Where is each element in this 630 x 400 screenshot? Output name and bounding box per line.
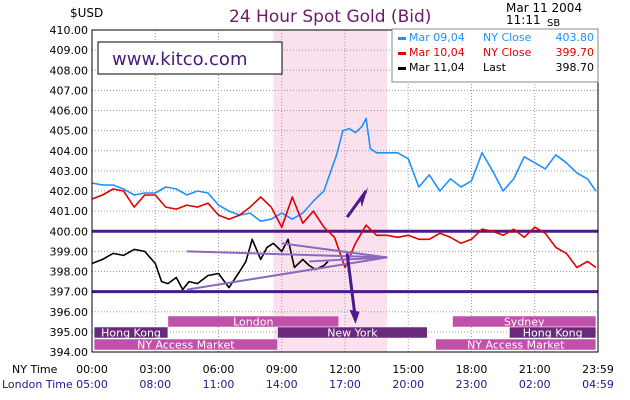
legend-box bbox=[391, 28, 599, 83]
x-tick-london-label: 14:00 bbox=[266, 378, 298, 391]
session-label: New York bbox=[327, 327, 378, 340]
session-bar bbox=[93, 338, 278, 351]
session-label: Sydney bbox=[504, 316, 545, 329]
session-label: Hong Kong bbox=[523, 327, 583, 340]
chart-title: 24 Hour Spot Gold (Bid) bbox=[229, 7, 431, 27]
x-tick-ny-label: 18:00 bbox=[456, 363, 488, 376]
y-tick-label: 396.00 bbox=[50, 306, 89, 319]
legend-date: Mar 11,04 bbox=[409, 61, 465, 74]
session-label: NY Access Market bbox=[137, 339, 235, 352]
x-tick-ny-label: 23:59 bbox=[582, 363, 614, 376]
y-tick-label: 405.00 bbox=[50, 125, 89, 138]
breakout-down-line bbox=[345, 253, 358, 320]
y-tick-label: 394.00 bbox=[50, 346, 89, 359]
y-tick-label: 407.00 bbox=[50, 84, 89, 97]
y-tick-label: 401.00 bbox=[50, 205, 89, 218]
date-label: Mar 11 2004 bbox=[506, 1, 582, 15]
x-tick-london-label: 23:00 bbox=[456, 378, 488, 391]
legend-kind: NY Close bbox=[483, 46, 532, 59]
session-bar bbox=[277, 326, 428, 339]
session-bar bbox=[93, 326, 169, 339]
legend-value: 399.70 bbox=[556, 46, 595, 59]
time-label: 11:11 bbox=[506, 13, 541, 27]
source-code-label: SB bbox=[547, 18, 560, 29]
legend-date: Mar 10,04 bbox=[409, 46, 465, 59]
legend-kind: Last bbox=[483, 61, 507, 74]
session-label: NY Access Market bbox=[467, 339, 565, 352]
london-time-axis-label: London Time bbox=[2, 378, 73, 391]
x-tick-ny-label: 12:00 bbox=[329, 363, 361, 376]
watermark-text: www.kitco.com bbox=[112, 49, 247, 70]
session-bar bbox=[509, 326, 597, 339]
session-bar bbox=[167, 315, 339, 328]
x-tick-ny-label: 06:00 bbox=[203, 363, 235, 376]
market-sessions: London Hong Kong New York NY Access Market S… bbox=[93, 315, 597, 352]
support-lines bbox=[92, 229, 598, 294]
y-tick-label: 409.00 bbox=[50, 44, 89, 57]
price-series bbox=[91, 117, 597, 291]
x-tick-london-label: 11:00 bbox=[203, 378, 235, 391]
y-tick-label: 408.00 bbox=[50, 64, 89, 77]
x-axis-ticks: 00:00 05:00 03:00 08:00 06:00 11:00 09:00 14:00… bbox=[76, 363, 614, 391]
x-tick-london-label: 20:00 bbox=[392, 378, 424, 391]
y-tick-label: 400.00 bbox=[50, 225, 89, 238]
y-tick-label: 395.00 bbox=[50, 326, 89, 339]
x-tick-london-label: 04:59 bbox=[582, 378, 614, 391]
y-tick-label: 398.00 bbox=[50, 266, 89, 279]
y-tick-label: 397.00 bbox=[50, 286, 89, 299]
x-tick-london-label: 08:00 bbox=[139, 378, 171, 391]
session-label: London bbox=[233, 316, 273, 329]
x-tick-ny-label: 21:00 bbox=[519, 363, 551, 376]
legend-swatch bbox=[398, 52, 406, 55]
x-tick-ny-label: 03:00 bbox=[139, 363, 171, 376]
triangle-annotation bbox=[186, 186, 388, 324]
convergence-line bbox=[186, 256, 388, 291]
session-bar bbox=[435, 338, 597, 351]
plot-frame bbox=[91, 29, 599, 353]
arrow-head-down bbox=[349, 309, 360, 324]
y-tick-label: 399.00 bbox=[50, 245, 89, 258]
currency-label: $USD bbox=[70, 6, 103, 20]
x-tick-london-label: 05:00 bbox=[76, 378, 108, 391]
legend-kind: NY Close bbox=[483, 31, 532, 44]
convergence-line bbox=[186, 250, 388, 259]
y-tick-label: 402.00 bbox=[50, 185, 89, 198]
x-tick-london-label: 17:00 bbox=[329, 378, 361, 391]
y-tick-label: 403.00 bbox=[50, 165, 89, 178]
convergence-line bbox=[281, 242, 388, 259]
x-tick-ny-label: 09:00 bbox=[266, 363, 298, 376]
legend-swatch bbox=[398, 37, 406, 40]
session-label: Hong Kong bbox=[101, 327, 161, 340]
legend-value: 403.80 bbox=[556, 31, 595, 44]
ny-time-axis-label: NY Time bbox=[12, 363, 58, 376]
x-tick-ny-label: 00:00 bbox=[76, 363, 108, 376]
x-tick-ny-label: 15:00 bbox=[392, 363, 424, 376]
series-line bbox=[91, 188, 597, 269]
y-tick-label: 410.00 bbox=[50, 24, 89, 37]
series-line bbox=[91, 238, 329, 291]
legend-date: Mar 09,04 bbox=[409, 31, 465, 44]
legend-swatch bbox=[398, 67, 406, 70]
series-line bbox=[91, 117, 597, 222]
arrow-head-up bbox=[360, 186, 369, 208]
legend: Mar 09,04 NY Close 403.80 Mar 10,04 NY Close… bbox=[398, 31, 594, 74]
watermark-box bbox=[97, 41, 283, 75]
x-tick-london-label: 02:00 bbox=[519, 378, 551, 391]
y-tick-label: 404.00 bbox=[50, 145, 89, 158]
y-tick-label: 406.00 bbox=[50, 105, 89, 118]
y-axis-ticks: 410.00 409.00 408.00 407.00 406.00 405.00 404.… bbox=[50, 24, 89, 359]
legend-value: 398.70 bbox=[556, 61, 595, 74]
